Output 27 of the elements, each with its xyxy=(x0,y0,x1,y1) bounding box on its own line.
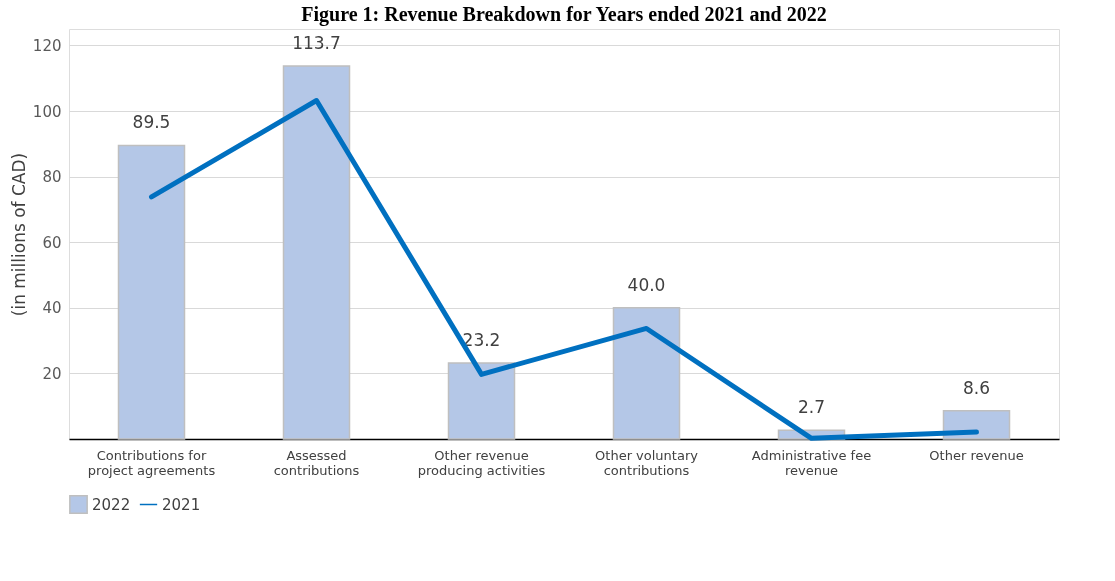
data-label: 40.0 xyxy=(627,274,666,295)
legend-label: 2021 xyxy=(162,495,201,514)
x-tick-label: Other revenue xyxy=(929,447,1024,463)
x-tick-label: Other voluntary contributions xyxy=(595,447,699,478)
x-tick-label: Assessed contributions xyxy=(273,447,360,478)
y-tick-label: 40 xyxy=(42,299,62,318)
data-label: 2.7 xyxy=(797,397,826,418)
y-tick-label: 120 xyxy=(32,36,62,55)
bar xyxy=(282,65,351,440)
y-tick-label: 100 xyxy=(32,102,62,121)
bar xyxy=(447,362,516,440)
x-tick-label: Other revenue producing activities xyxy=(417,447,546,478)
y-tick-label: 80 xyxy=(42,168,62,187)
y-tick-label: 60 xyxy=(42,233,62,252)
data-label: 89.5 xyxy=(132,112,171,133)
y-axis-title: (in millions of CAD) xyxy=(8,152,29,317)
data-label: 113.7 xyxy=(292,33,341,54)
bar xyxy=(942,410,1011,440)
chart-title: Figure 1: Revenue Breakdown for Years ended 2021 and 2022 xyxy=(301,3,827,26)
y-tick-label: 20 xyxy=(42,364,62,383)
data-label: 8.6 xyxy=(962,377,991,398)
legend-label: 2022 xyxy=(92,495,131,514)
x-tick-label: Contributions for project agreements xyxy=(87,447,216,478)
bar xyxy=(117,144,186,440)
bar xyxy=(612,307,681,440)
data-label: 23.2 xyxy=(462,329,501,350)
x-tick-label: Administrative fee revenue xyxy=(751,447,872,478)
